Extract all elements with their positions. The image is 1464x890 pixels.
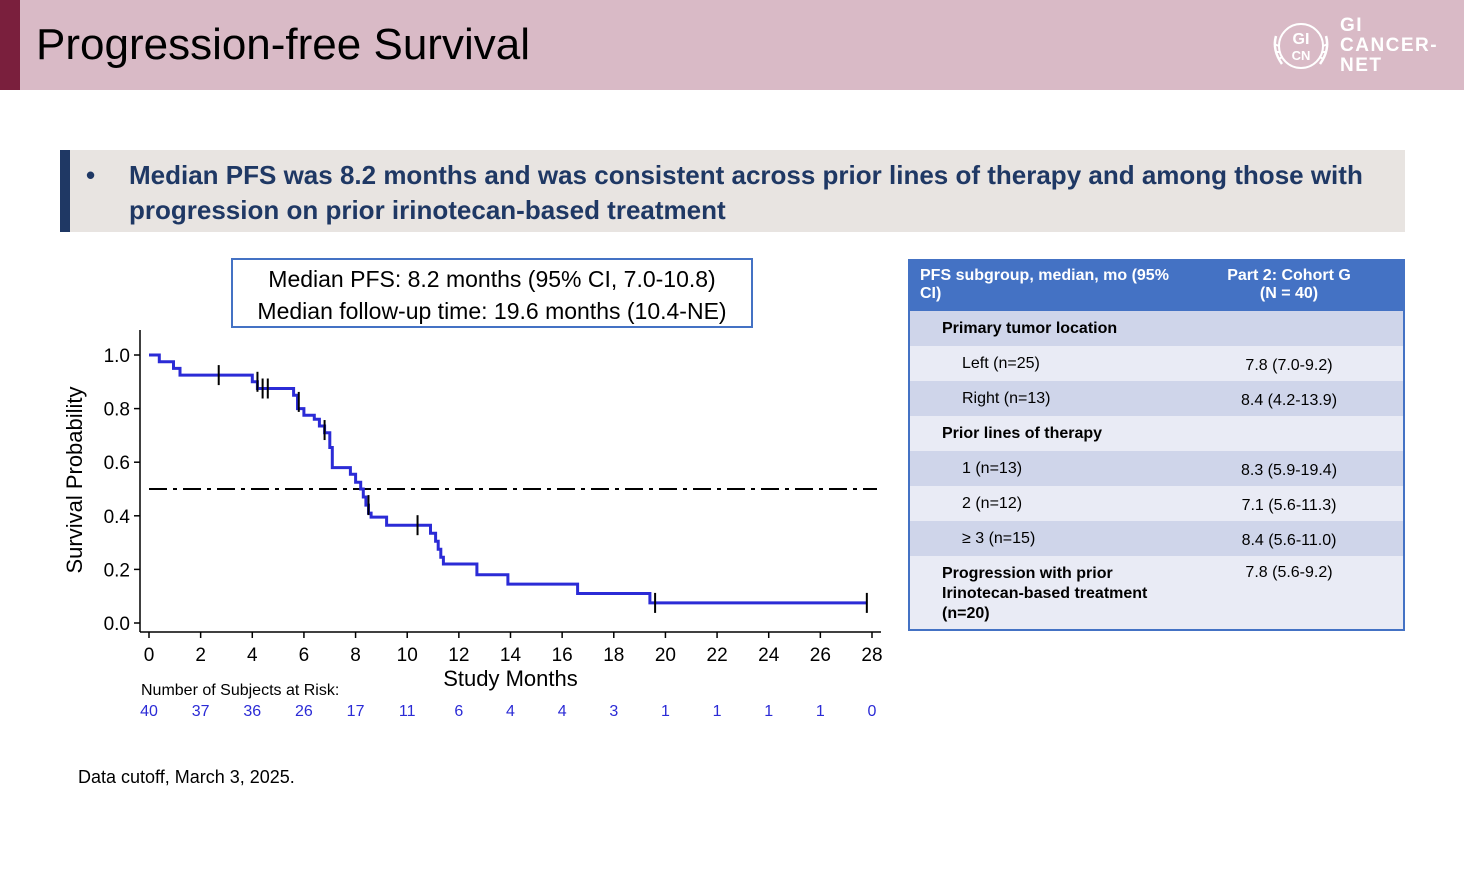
- row-label: ≥ 3 (n=15): [962, 529, 1036, 547]
- x-tick-label: 14: [500, 645, 522, 666]
- header-cohort: Part 2: Cohort G (N = 40): [1175, 261, 1403, 311]
- row-value: 8.3 (5.9-19.4): [1240, 461, 1338, 479]
- risk-count: 1: [764, 703, 773, 720]
- x-tick-label: 28: [861, 645, 882, 666]
- y-tick-label: 0.6: [104, 453, 130, 474]
- risk-count: 37: [192, 703, 210, 720]
- x-tick-label: 2: [195, 645, 206, 666]
- row-value: 7.8 (5.6-9.2): [1245, 564, 1333, 581]
- key-finding-banner: • Median PFS was 8.2 months and was cons…: [60, 150, 1405, 232]
- x-axis-label: Study Months: [443, 666, 578, 691]
- risk-count: 36: [243, 703, 261, 720]
- logo-line: GI: [1340, 15, 1364, 36]
- table-row: Prior lines of therapy: [910, 416, 1403, 451]
- median-pfs-line: Median PFS: 8.2 months (95% CI, 7.0-10.8…: [268, 266, 716, 292]
- header-accent-bar: [0, 0, 20, 90]
- x-tick-label: 12: [448, 645, 469, 666]
- row-value: 8.4 (5.6-11.0): [1241, 531, 1337, 549]
- table-row: Primary tumor location: [910, 311, 1403, 346]
- table-row: Progression with prior Irinotecan-based …: [910, 556, 1403, 629]
- logo-wordmark: GI CANCER- NET: [1340, 16, 1438, 76]
- x-tick-label: 0: [144, 645, 155, 666]
- pfs-subgroup-table: PFS subgroup, median, mo (95% CI) Part 2…: [908, 259, 1405, 631]
- logo-badge-top: GI: [1293, 31, 1310, 48]
- risk-count: 3: [609, 703, 618, 720]
- bullet-point: •: [86, 160, 96, 190]
- data-cutoff-footnote: Data cutoff, March 3, 2025.: [78, 767, 295, 787]
- risk-count: 17: [347, 703, 365, 720]
- table-row: Left (n=25) 7.8 (7.0-9.2): [910, 346, 1403, 381]
- risk-count: 26: [295, 703, 313, 720]
- slide-title: Progression-free Survival: [36, 20, 530, 69]
- row-value: 7.1 (5.6-11.3): [1241, 496, 1337, 514]
- y-tick-label: 0.4: [104, 507, 131, 528]
- risk-count: 1: [661, 703, 670, 720]
- table-row: 2 (n=12) 7.1 (5.6-11.3): [910, 486, 1403, 521]
- risk-count: 4: [506, 703, 515, 720]
- x-tick-label: 10: [397, 645, 418, 666]
- x-tick-label: 8: [350, 645, 361, 666]
- x-tick-label: 26: [810, 645, 831, 666]
- row-value: 8.4 (4.2-13.9): [1240, 391, 1338, 409]
- risk-count: 0: [868, 703, 877, 720]
- y-tick-label: 0.2: [104, 560, 130, 581]
- laurel-badge-icon: GI CN: [1273, 23, 1329, 69]
- risk-count: 1: [713, 703, 722, 720]
- risk-count: 11: [399, 703, 416, 720]
- row-label: Progression with prior Irinotecan-based …: [942, 565, 1148, 622]
- row-label: Left (n=25): [962, 354, 1040, 372]
- header-cohort-name: Part 2: Cohort G: [1227, 267, 1351, 284]
- slide-header: Progression-free Survival GI CN GI CANCE…: [0, 0, 1464, 90]
- table-row: Right (n=13) 8.4 (4.2-13.9): [910, 381, 1403, 416]
- x-tick-label: 6: [299, 645, 310, 666]
- row-label: 2 (n=12): [962, 494, 1023, 512]
- logo-line: NET: [1340, 55, 1383, 76]
- risk-count: 1: [816, 703, 825, 720]
- table-row: ≥ 3 (n=15) 8.4 (5.6-11.0): [910, 521, 1403, 556]
- risk-count: 40: [140, 703, 158, 720]
- risk-count: 4: [558, 703, 567, 720]
- x-tick-label: 4: [247, 645, 258, 666]
- y-tick-label: 0.0: [104, 614, 130, 635]
- header-cohort-n: (N = 40): [1259, 285, 1319, 302]
- table-header: PFS subgroup, median, mo (95% CI) Part 2…: [910, 261, 1403, 311]
- y-axis-label: Survival Probability: [62, 386, 87, 573]
- median-pfs-box: Median PFS: 8.2 months (95% CI, 7.0-10.8…: [231, 258, 753, 328]
- x-tick-label: 16: [552, 645, 573, 666]
- x-tick-label: 18: [603, 645, 624, 666]
- x-tick-label: 22: [707, 645, 728, 666]
- y-tick-label: 0.8: [104, 400, 130, 421]
- row-label: Primary tumor location: [942, 319, 1118, 337]
- key-finding-text: Median PFS was 8.2 months and was consis…: [129, 160, 1363, 225]
- logo-badge-bottom: CN: [1292, 48, 1311, 63]
- survival-curve: [149, 353, 867, 605]
- x-tick-label: 20: [655, 645, 676, 666]
- risk-table-label: Number of Subjects at Risk:: [141, 682, 339, 699]
- logo-line: CANCER-: [1340, 35, 1439, 56]
- risk-count: 6: [454, 703, 463, 720]
- row-value: 7.8 (7.0-9.2): [1245, 356, 1333, 374]
- x-tick-label: 24: [758, 645, 780, 666]
- header-subgroup: PFS subgroup, median, mo (95% CI): [920, 267, 1169, 302]
- table-row: 1 (n=13) 8.3 (5.9-19.4): [910, 451, 1403, 486]
- row-label: Right (n=13): [962, 389, 1051, 407]
- row-label: Prior lines of therapy: [942, 424, 1103, 442]
- y-tick-label: 1.0: [104, 346, 130, 367]
- gi-cancer-net-logo: GI CN GI CANCER- NET: [1268, 14, 1458, 78]
- median-followup-line: Median follow-up time: 19.6 months (10.4…: [257, 298, 727, 324]
- banner-accent-bar: [60, 150, 70, 232]
- row-label: 1 (n=13): [962, 459, 1023, 477]
